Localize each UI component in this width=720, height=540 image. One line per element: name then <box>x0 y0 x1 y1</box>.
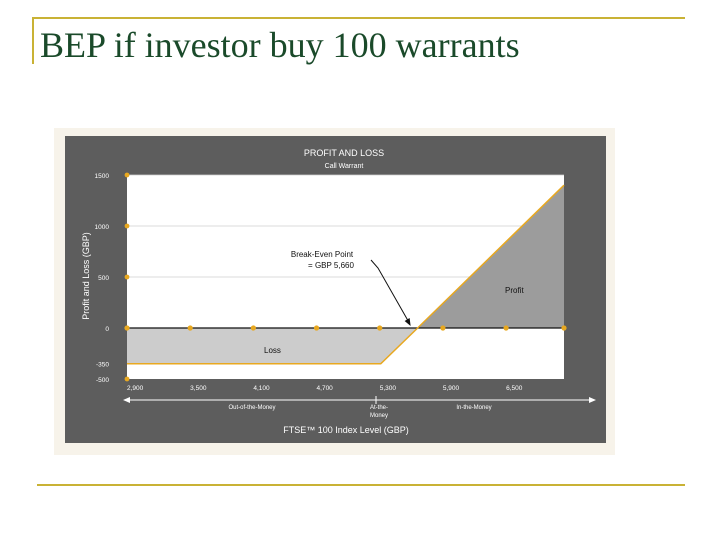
marker-yaxis--500 <box>124 376 130 382</box>
loss-label: Loss <box>264 346 281 355</box>
marker-zero-7050 <box>561 325 567 331</box>
profit-loss-chart: PROFIT AND LOSS Call Warrant 1500 1000 500… <box>65 136 606 443</box>
y-tick-label--500: -500 <box>96 377 109 384</box>
bep-label-line2: = GBP 5,660 <box>308 261 354 270</box>
series-layer <box>127 184 565 365</box>
y-tick-label-1500: 1500 <box>95 173 110 180</box>
moneyness-out-label: Out-of-the-Money <box>228 405 275 411</box>
x-tick-labels: 2,900 3,500 4,100 4,700 5,300 5,900 6,500 <box>127 385 523 392</box>
marker-zero-5300 <box>377 325 383 331</box>
chart-panel: PROFIT AND LOSS Call Warrant 1500 1000 500… <box>54 128 615 455</box>
marker-zero-6500 <box>503 325 509 331</box>
x-tick-label-4100: 4,100 <box>253 385 270 392</box>
y-axis-label: Profit and Loss (GBP) <box>81 232 91 320</box>
x-tick-label-2900: 2,900 <box>127 385 144 392</box>
moneyness-scale: Out-of-the-Money At-the- Money In-the-Mo… <box>123 396 596 419</box>
x-tick-label-5300: 5,300 <box>380 385 397 392</box>
y-tick-label-1000: 1000 <box>95 224 110 231</box>
moneyness-at-label-line2: Money <box>370 413 388 419</box>
marker-zero-4100 <box>250 325 256 331</box>
title-rule-horizontal <box>32 17 685 19</box>
title-rule-vertical <box>32 17 34 64</box>
chart-subtitle: Call Warrant <box>325 163 364 170</box>
x-tick-label-6500: 6,500 <box>506 385 523 392</box>
bep-arrow <box>370 259 409 321</box>
x-axis-label: FTSE™ 100 Index Level (GBP) <box>283 425 409 435</box>
marker-yaxis-1000 <box>124 223 130 229</box>
y-tick-label-0: 0 <box>105 326 109 333</box>
slide-title: BEP if investor buy 100 warrants <box>40 25 520 65</box>
bottom-rule <box>37 484 685 486</box>
x-tick-label-3500: 3,500 <box>190 385 207 392</box>
marker-yaxis-1500 <box>124 172 130 178</box>
data-markers <box>124 172 567 382</box>
moneyness-at-label-line1: At-the- <box>370 405 388 411</box>
chart-title: PROFIT AND LOSS <box>304 148 384 158</box>
y-tick-label-500: 500 <box>98 275 109 282</box>
marker-zero-5900 <box>440 325 446 331</box>
marker-yaxis-500 <box>124 274 130 280</box>
moneyness-arrow-right <box>589 397 596 403</box>
moneyness-in-label: In-the-Money <box>456 405 491 411</box>
marker-zero-4700 <box>313 325 320 331</box>
marker-zero-3500 <box>187 325 193 331</box>
payoff-line <box>127 184 565 365</box>
y-tick-label--350: -350 <box>96 362 109 369</box>
bep-label-line1: Break-Even Point <box>291 250 354 259</box>
bep-arrowhead <box>404 318 411 326</box>
y-tick-labels: 1500 1000 500 0 -350 -500 <box>95 173 110 384</box>
profit-label: Profit <box>505 286 524 295</box>
x-tick-label-5900: 5,900 <box>443 385 460 392</box>
marker-zero-2900 <box>124 325 130 331</box>
loss-area <box>127 328 418 364</box>
moneyness-arrow-left <box>123 397 130 403</box>
x-tick-label-4700: 4,700 <box>317 385 334 392</box>
